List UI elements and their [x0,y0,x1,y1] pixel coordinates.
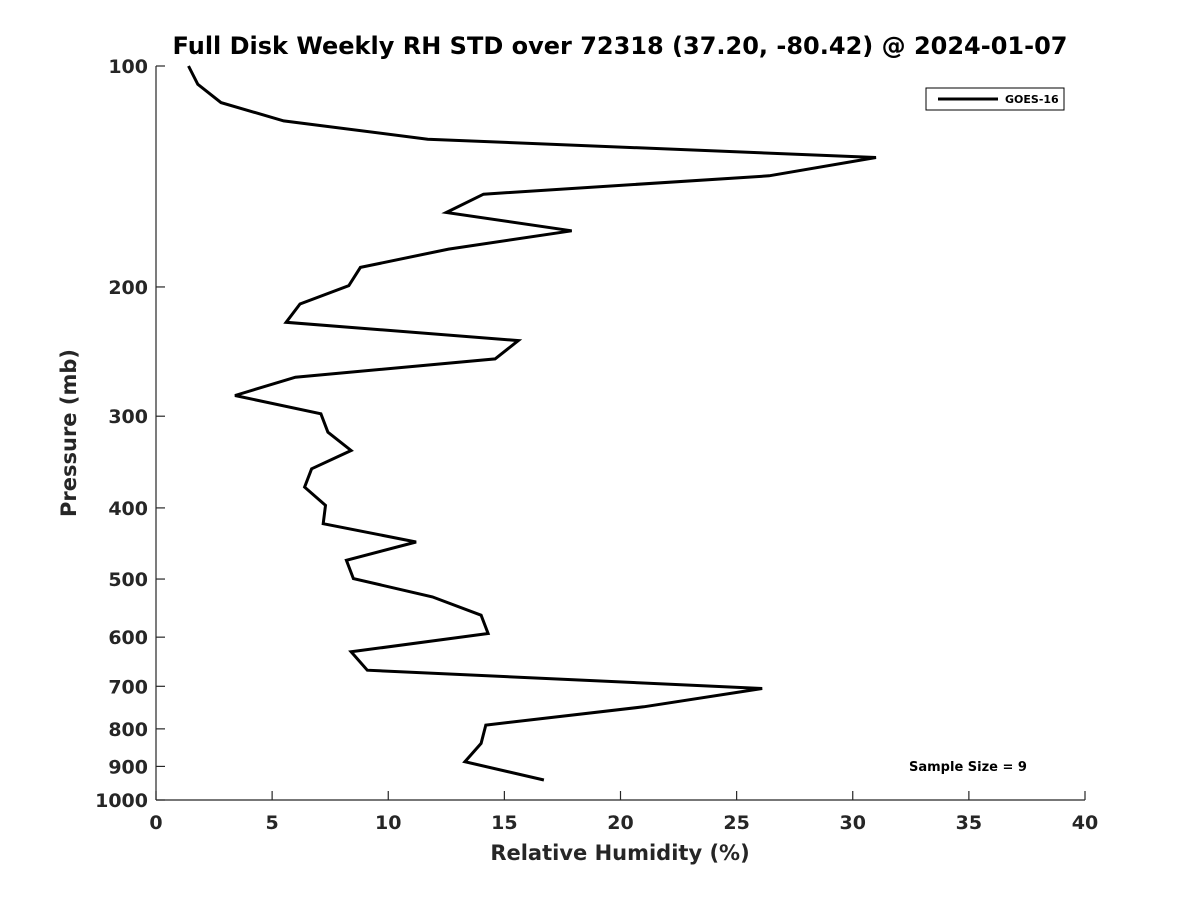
series-line-goes16 [187,65,877,782]
x-axis-label: Relative Humidity (%) [490,841,749,865]
x-tick-label: 10 [375,812,401,834]
x-tick-label: 0 [149,812,162,834]
x-tick-label: 30 [840,812,866,834]
legend-label-goes16: GOES-16 [1005,93,1059,106]
chart-title: Full Disk Weekly RH STD over 72318 (37.2… [173,32,1068,60]
legend: GOES-16 [925,87,1065,111]
y-tick-label: 600 [108,627,148,649]
x-tick-label: 15 [491,812,517,834]
y-tick-label: 400 [108,498,148,520]
y-tick-label: 200 [108,277,148,299]
x-tick-label: 5 [266,812,279,834]
y-tick-label: 1000 [95,790,148,812]
y-tick-label: 700 [108,676,148,698]
y-axis-label: Pressure (mb) [57,349,81,517]
x-tick-label: 20 [607,812,633,834]
sample-size-annotation: Sample Size = 9 [909,760,1027,775]
plot-area: 0 5 10 15 20 25 30 35 40 100 200 300 400 500 600 700 800… [95,56,1098,834]
y-tick-label: 500 [108,569,148,591]
x-tick-label: 35 [956,812,982,834]
y-tick-label: 900 [108,756,148,778]
x-tick-label: 25 [723,812,749,834]
x-tick-label: 40 [1072,812,1098,834]
y-tick-label: 100 [108,56,148,78]
y-tick-label: 800 [108,719,148,741]
y-tick-label: 300 [108,406,148,428]
